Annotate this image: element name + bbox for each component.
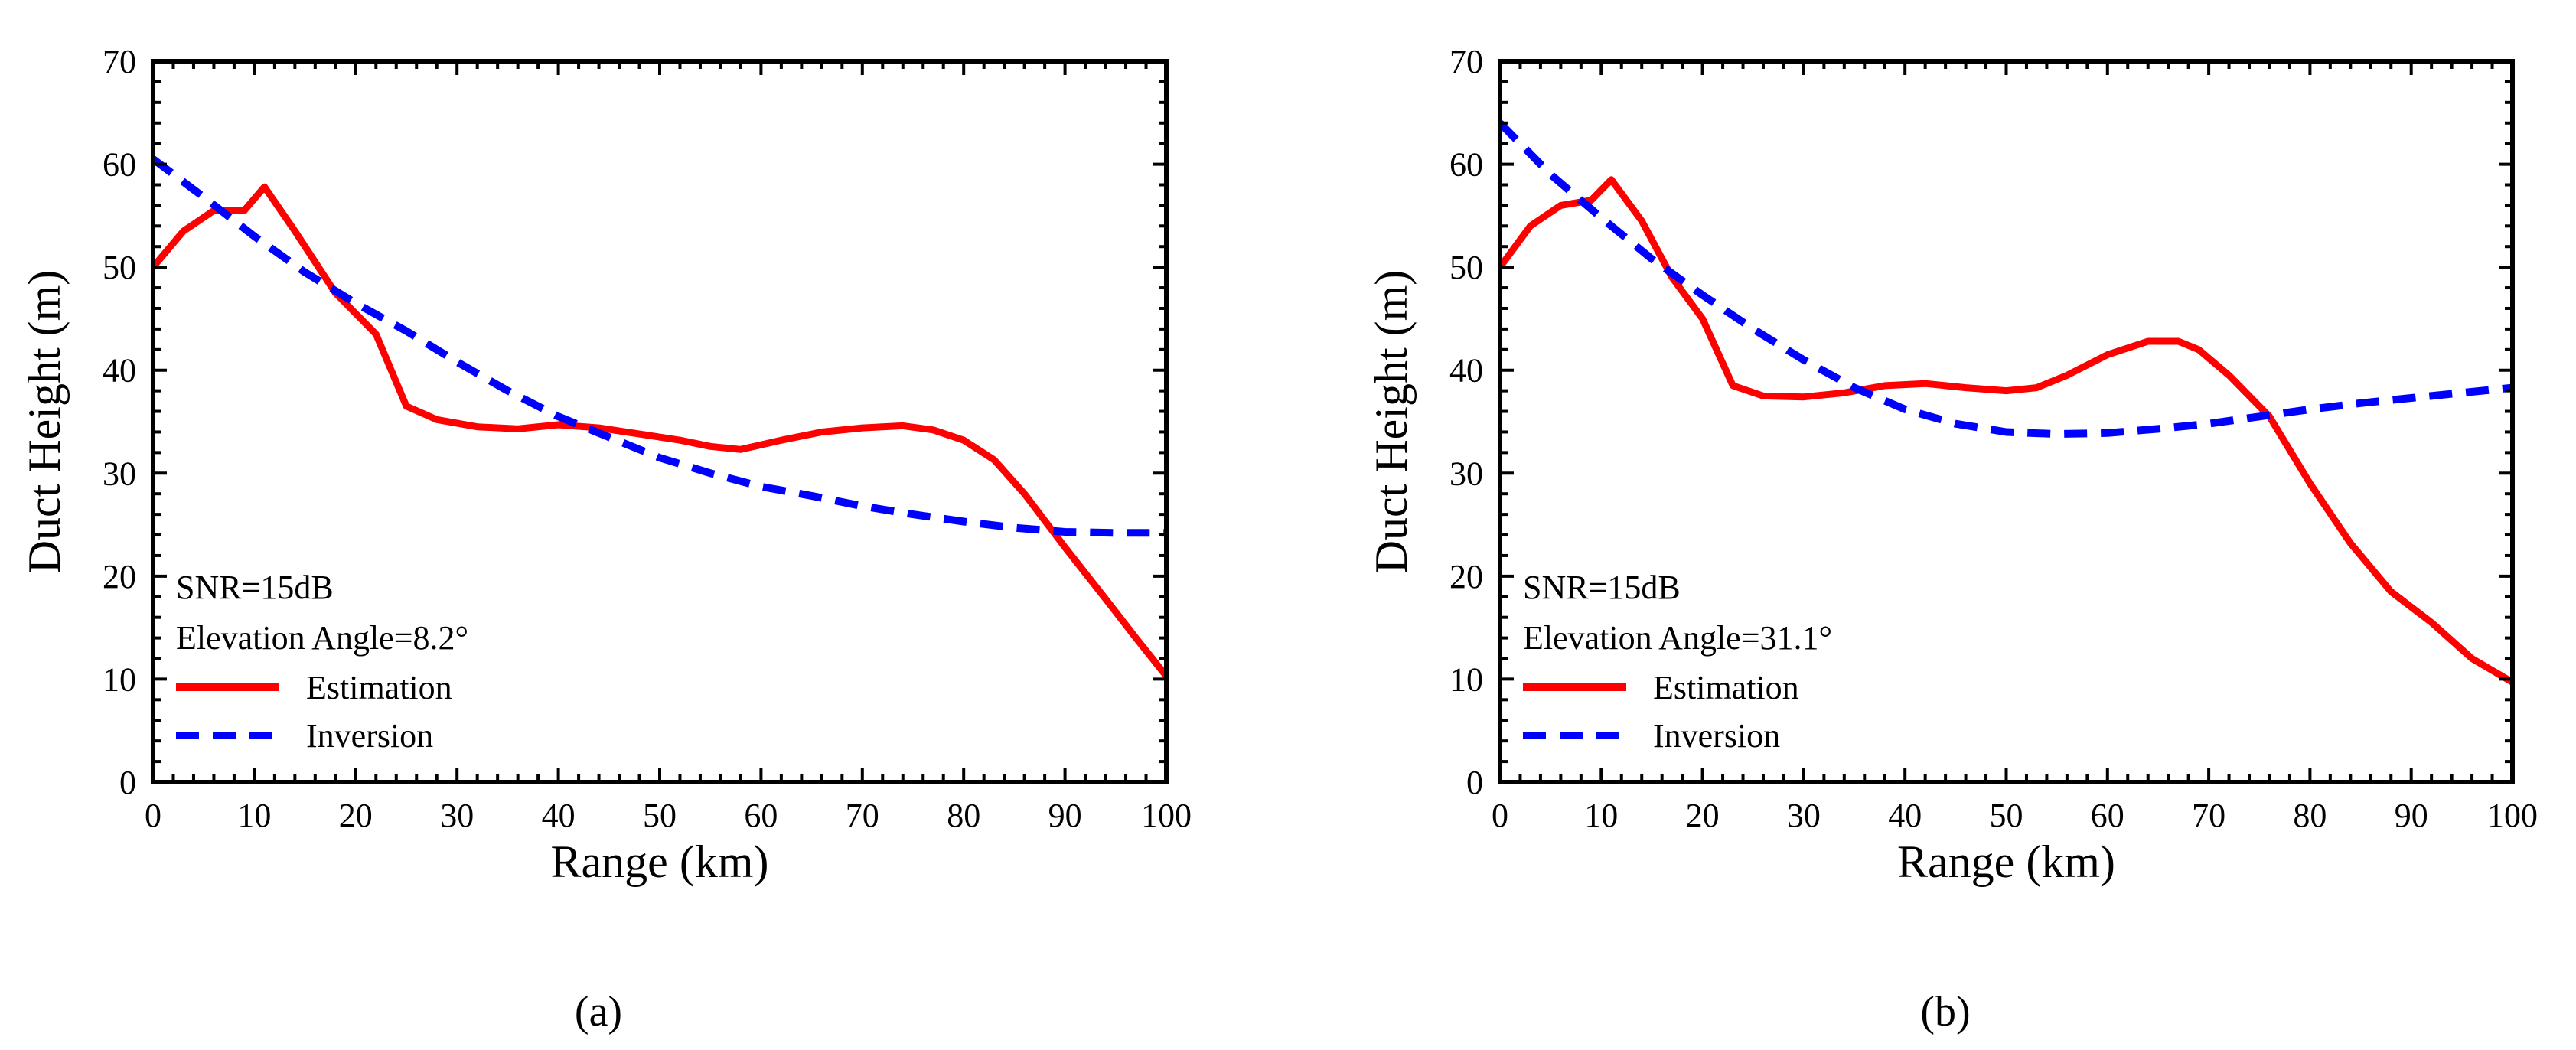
x-tick-label: 50 bbox=[1990, 797, 2023, 834]
legend-label: Estimation bbox=[1653, 669, 1799, 706]
legend: Estimation Inversion bbox=[1523, 669, 1799, 755]
legend-label: Inversion bbox=[1653, 717, 1780, 755]
y-tick-label: 0 bbox=[1466, 764, 1483, 801]
y-tick-label: 70 bbox=[103, 43, 136, 80]
y-tick-label: 20 bbox=[1449, 558, 1483, 595]
x-tick-label: 70 bbox=[2192, 797, 2225, 834]
x-tick-label: 100 bbox=[1141, 797, 1192, 834]
y-tick-label: 50 bbox=[1449, 249, 1483, 286]
x-tick-label: 70 bbox=[846, 797, 879, 834]
annotation-text: SNR=15dB bbox=[1523, 569, 1681, 606]
x-tick-label: 30 bbox=[1787, 797, 1821, 834]
x-tick-label: 100 bbox=[2487, 797, 2538, 834]
series-line-inversion bbox=[153, 155, 1166, 537]
legend: Estimation Inversion bbox=[176, 669, 452, 755]
chart-panel-b: 0 10 20 30 40 50 60 70 80 90 100 0 10 20 30 40 50 60 70 Ran… bbox=[1366, 43, 2538, 1035]
plot-frame bbox=[151, 59, 1169, 784]
x-tick-label: 50 bbox=[643, 797, 677, 834]
series-line-estimation bbox=[153, 183, 1166, 680]
y-tick-label: 40 bbox=[1449, 352, 1483, 390]
plot-frame bbox=[1498, 59, 2515, 784]
y-tick-label: 30 bbox=[1449, 455, 1483, 492]
x-tick-label: 90 bbox=[1048, 797, 1082, 834]
x-tick-label: 10 bbox=[237, 797, 271, 834]
y-axis-label: Duct Height (m) bbox=[1366, 270, 1417, 574]
x-tick-label: 60 bbox=[744, 797, 778, 834]
panel-label: (a) bbox=[575, 988, 622, 1035]
chart-panel-a: 0 10 20 30 40 50 60 70 80 90 100 0 10 20 30 40 50 60 70 Ran… bbox=[19, 43, 1192, 1035]
x-tick-label: 0 bbox=[145, 797, 161, 834]
y-tick-label: 60 bbox=[103, 146, 136, 184]
y-tick-label: 10 bbox=[103, 660, 136, 698]
y-axis-label: Duct Height (m) bbox=[19, 270, 70, 574]
x-tick-label: 40 bbox=[542, 797, 576, 834]
y-tick-label: 50 bbox=[103, 249, 136, 286]
y-tick-label: 60 bbox=[1449, 146, 1483, 184]
legend-label: Inversion bbox=[306, 717, 433, 755]
y-tick-label: 70 bbox=[1449, 43, 1483, 80]
x-axis-label: Range (km) bbox=[551, 836, 769, 887]
legend-label: Estimation bbox=[306, 669, 452, 706]
x-tick-label: 60 bbox=[2091, 797, 2124, 834]
y-tick-label: 30 bbox=[103, 455, 136, 492]
x-tick-label: 0 bbox=[1492, 797, 1508, 834]
x-tick-label: 80 bbox=[947, 797, 980, 834]
series-line-estimation bbox=[1500, 176, 2512, 686]
x-tick-label: 30 bbox=[440, 797, 474, 834]
annotation-text: Elevation Angle=31.1° bbox=[1523, 619, 1832, 657]
x-tick-label: 80 bbox=[2293, 797, 2327, 834]
y-tick-label: 10 bbox=[1449, 660, 1483, 698]
panel-label: (b) bbox=[1920, 988, 1970, 1035]
annotation-text: Elevation Angle=8.2° bbox=[176, 619, 468, 657]
y-tick-label: 20 bbox=[103, 558, 136, 595]
x-tick-label: 10 bbox=[1584, 797, 1618, 834]
annotation-text: SNR=15dB bbox=[176, 569, 334, 606]
x-axis-label: Range (km) bbox=[1897, 836, 2115, 887]
x-tick-label: 20 bbox=[339, 797, 373, 834]
y-tick-label: 40 bbox=[103, 352, 136, 390]
x-tick-label: 20 bbox=[1686, 797, 1720, 834]
x-tick-label: 40 bbox=[1888, 797, 1922, 834]
x-tick-label: 90 bbox=[2395, 797, 2428, 834]
y-tick-label: 0 bbox=[119, 764, 136, 801]
series-line-inversion bbox=[1500, 120, 2512, 439]
